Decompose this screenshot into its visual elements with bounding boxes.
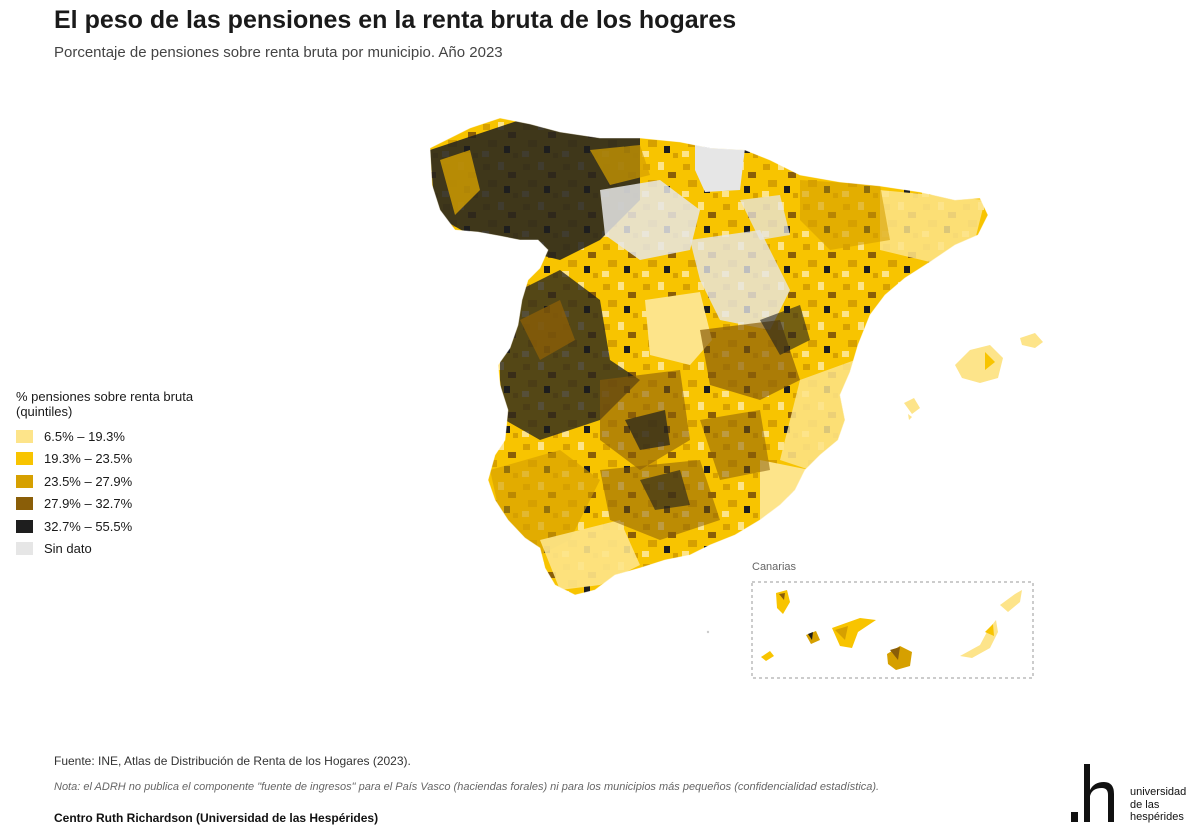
legend-item: 23.5% – 27.9%: [16, 470, 216, 493]
legend-swatch: [16, 429, 33, 443]
legend-item: 19.3% – 23.5%: [16, 448, 216, 471]
legend-label: 27.9% – 32.7%: [44, 496, 133, 512]
legend-swatch: [16, 542, 33, 556]
legend-swatch: [16, 519, 33, 533]
mainland-municipalities: [430, 118, 988, 595]
spain-choropleth-map: [429, 117, 1043, 679]
note-text: Nota: el ADRH no publica el componente "…: [54, 781, 880, 793]
legend-label: 23.5% – 27.9%: [44, 473, 133, 489]
logo-text-line: de las: [1130, 798, 1160, 811]
legend-swatch: [16, 452, 33, 466]
legend-item: Sin dato: [16, 538, 216, 561]
logo-text-line: hespérides: [1130, 811, 1184, 823]
logo-h-mark: [1071, 764, 1114, 822]
legend-swatch: [16, 497, 33, 511]
university-logo: universidad de las hespérides: [1068, 760, 1193, 830]
legend-label: Sin dato: [44, 541, 92, 557]
legend-title: % pensiones sobre renta bruta (quintiles…: [16, 389, 194, 419]
canarias-inset-frame: [751, 581, 1034, 679]
legend-label: 32.7% – 55.5%: [44, 518, 133, 534]
legend-item: 27.9% – 32.7%: [16, 493, 216, 516]
legend-label: 6.5% – 19.3%: [44, 428, 125, 444]
chart-subtitle: Porcentaje de pensiones sobre renta brut…: [54, 44, 503, 61]
source-text: Fuente: INE, Atlas de Distribución de Re…: [54, 754, 411, 768]
legend-swatch: [16, 474, 33, 488]
credit-text: Centro Ruth Richardson (Universidad de l…: [54, 811, 379, 825]
logo-text-line: universidad: [1130, 786, 1187, 798]
legend-item: 32.7% – 55.5%: [16, 515, 216, 538]
canarias-inset-label: Canarias: [752, 561, 797, 573]
legend-item: 6.5% – 19.3%: [16, 425, 216, 448]
legend-label: 19.3% – 23.5%: [44, 451, 133, 467]
chart-title: El peso de las pensiones en la renta bru…: [54, 6, 737, 34]
balearic-islands: [904, 333, 1043, 420]
canary-islands: [761, 590, 1022, 670]
map-legend: % pensiones sobre renta bruta (quintiles…: [16, 389, 216, 560]
